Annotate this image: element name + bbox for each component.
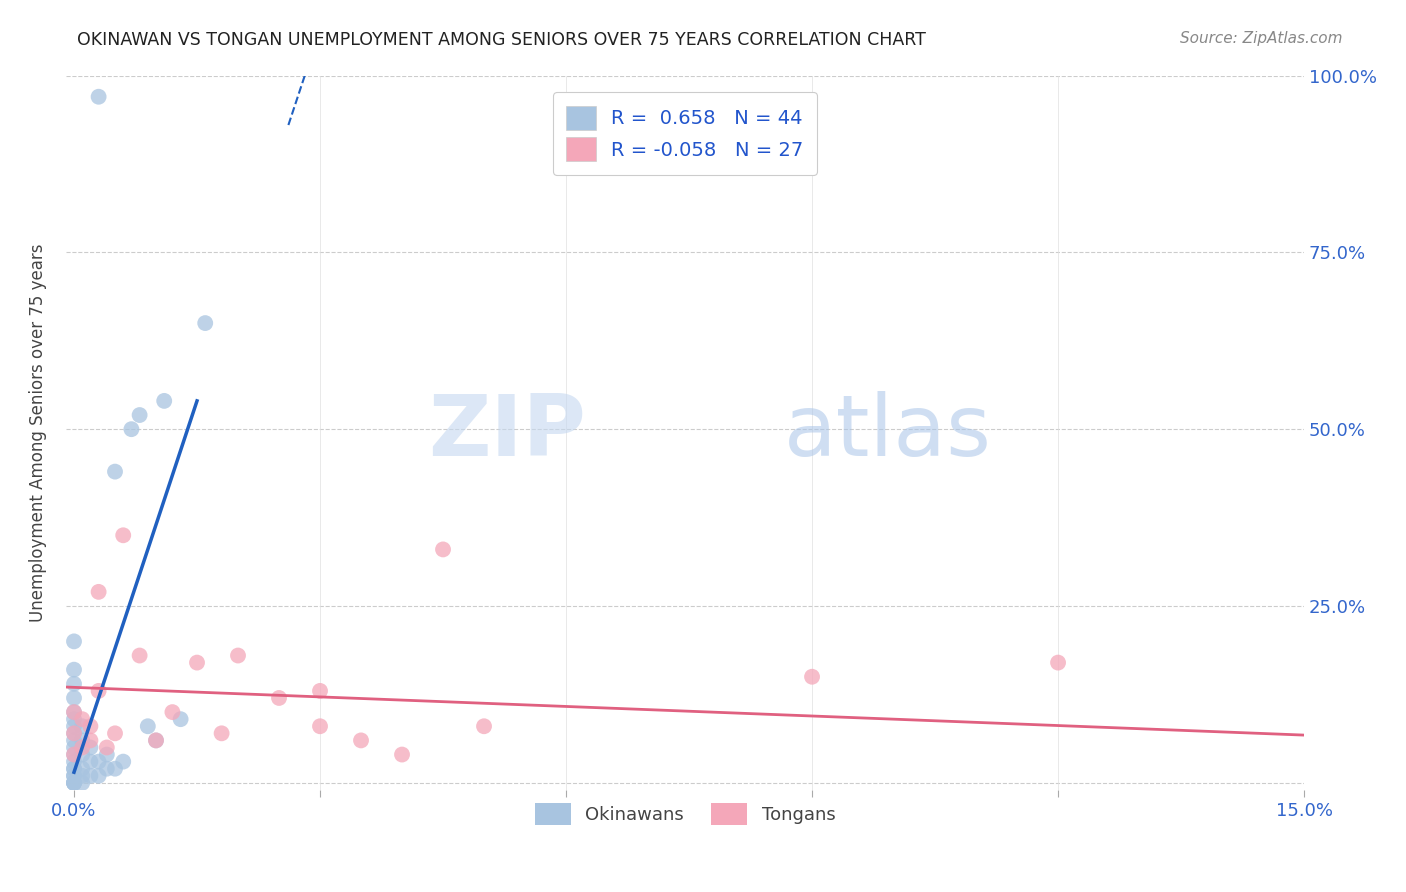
Point	[391, 747, 413, 762]
Point	[128, 648, 150, 663]
Point	[112, 528, 135, 542]
Point	[309, 684, 332, 698]
Point	[79, 733, 101, 747]
Point	[63, 776, 86, 790]
Point	[63, 690, 86, 705]
Point	[70, 733, 93, 747]
Point	[63, 769, 86, 783]
Point	[63, 747, 86, 762]
Point	[104, 762, 127, 776]
Point	[186, 656, 208, 670]
Point	[63, 705, 86, 719]
Point	[63, 663, 86, 677]
Point	[63, 776, 86, 790]
Point	[70, 762, 93, 776]
Point	[63, 747, 86, 762]
Point	[104, 726, 127, 740]
Point	[63, 762, 86, 776]
Point	[1047, 656, 1070, 670]
Point	[145, 733, 167, 747]
Point	[145, 733, 167, 747]
Point	[472, 719, 495, 733]
Point	[63, 712, 86, 726]
Y-axis label: Unemployment Among Seniors over 75 years: Unemployment Among Seniors over 75 years	[30, 244, 46, 622]
Point	[63, 705, 86, 719]
Point	[63, 726, 86, 740]
Point	[70, 740, 93, 755]
Point	[63, 733, 86, 747]
Point	[112, 755, 135, 769]
Point	[153, 393, 176, 408]
Text: atlas: atlas	[785, 392, 993, 475]
Point	[63, 762, 86, 776]
Point	[169, 712, 191, 726]
Point	[350, 733, 373, 747]
Point	[87, 89, 110, 103]
Point	[96, 762, 118, 776]
Point	[70, 776, 93, 790]
Point	[79, 769, 101, 783]
Point	[63, 677, 86, 691]
Point	[63, 769, 86, 783]
Point	[70, 747, 93, 762]
Legend: Okinawans, Tongans: Okinawans, Tongans	[526, 795, 845, 835]
Point	[162, 705, 184, 719]
Text: ZIP: ZIP	[429, 392, 586, 475]
Text: Source: ZipAtlas.com: Source: ZipAtlas.com	[1180, 31, 1343, 46]
Point	[70, 769, 93, 783]
Point	[96, 747, 118, 762]
Point	[63, 776, 86, 790]
Point	[79, 719, 101, 733]
Point	[87, 585, 110, 599]
Point	[79, 740, 101, 755]
Point	[87, 684, 110, 698]
Text: OKINAWAN VS TONGAN UNEMPLOYMENT AMONG SENIORS OVER 75 YEARS CORRELATION CHART: OKINAWAN VS TONGAN UNEMPLOYMENT AMONG SE…	[77, 31, 927, 49]
Point	[128, 408, 150, 422]
Point	[63, 634, 86, 648]
Point	[63, 755, 86, 769]
Point	[96, 740, 118, 755]
Point	[432, 542, 454, 557]
Point	[70, 719, 93, 733]
Point	[63, 740, 86, 755]
Point	[120, 422, 142, 436]
Point	[211, 726, 233, 740]
Point	[70, 712, 93, 726]
Point	[194, 316, 217, 330]
Point	[267, 690, 290, 705]
Point	[87, 769, 110, 783]
Point	[136, 719, 159, 733]
Point	[87, 755, 110, 769]
Point	[309, 719, 332, 733]
Point	[226, 648, 249, 663]
Point	[63, 726, 86, 740]
Point	[801, 670, 824, 684]
Point	[104, 465, 127, 479]
Point	[63, 776, 86, 790]
Point	[79, 755, 101, 769]
Point	[63, 719, 86, 733]
